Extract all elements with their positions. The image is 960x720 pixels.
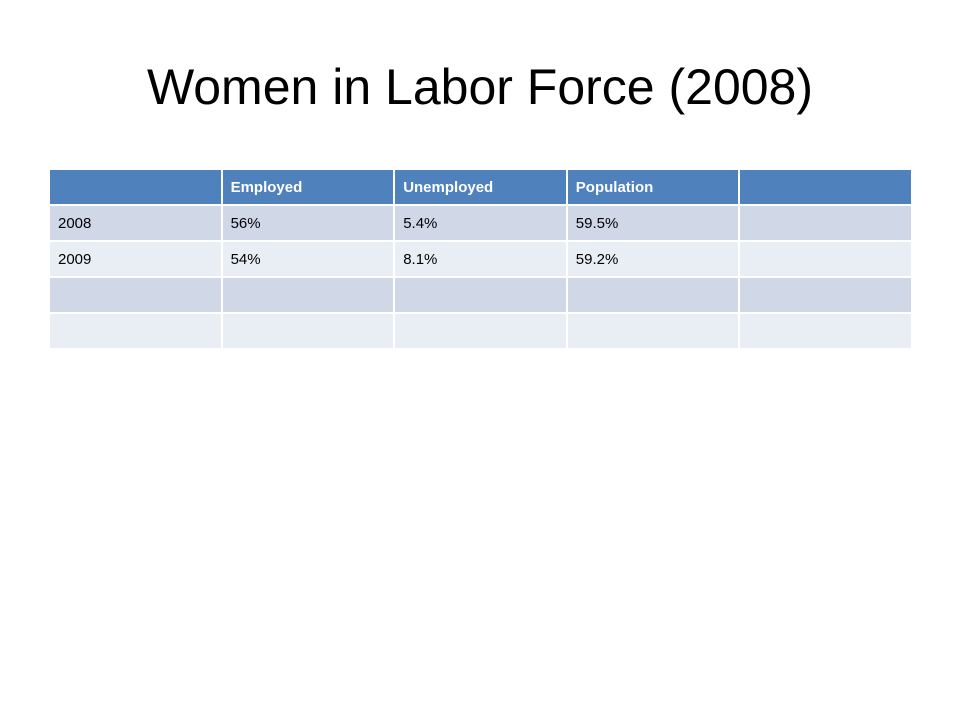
cell	[738, 312, 913, 350]
cell	[738, 240, 913, 278]
header-cell: Unemployed	[393, 168, 568, 206]
table-row: 2008 56% 5.4% 59.5%	[48, 204, 913, 242]
header-row: Employed Unemployed Population	[48, 168, 913, 206]
cell	[48, 276, 223, 314]
header-cell: Population	[565, 168, 741, 206]
cell	[220, 276, 396, 314]
cell: 2009	[48, 240, 223, 278]
cell: 59.2%	[565, 240, 741, 278]
table-row	[48, 276, 913, 314]
cell	[738, 204, 913, 242]
cell	[393, 276, 568, 314]
header-cell: Employed	[220, 168, 396, 206]
table-row: 2009 54% 8.1% 59.2%	[48, 240, 913, 278]
cell	[565, 312, 741, 350]
header-cell	[738, 168, 913, 206]
cell	[393, 312, 568, 350]
cell: 56%	[220, 204, 396, 242]
cell: 54%	[220, 240, 396, 278]
cell: 59.5%	[565, 204, 741, 242]
cell	[565, 276, 741, 314]
slide-title: Women in Labor Force (2008)	[146, 59, 814, 115]
cell	[220, 312, 396, 350]
table-row	[48, 312, 913, 350]
cell: 8.1%	[393, 240, 568, 278]
cell: 5.4%	[393, 204, 568, 242]
cell: 2008	[48, 204, 223, 242]
data-table: Employed Unemployed Population 2008 56% …	[48, 168, 913, 350]
cell	[738, 276, 913, 314]
header-cell	[48, 168, 223, 206]
cell	[48, 312, 223, 350]
